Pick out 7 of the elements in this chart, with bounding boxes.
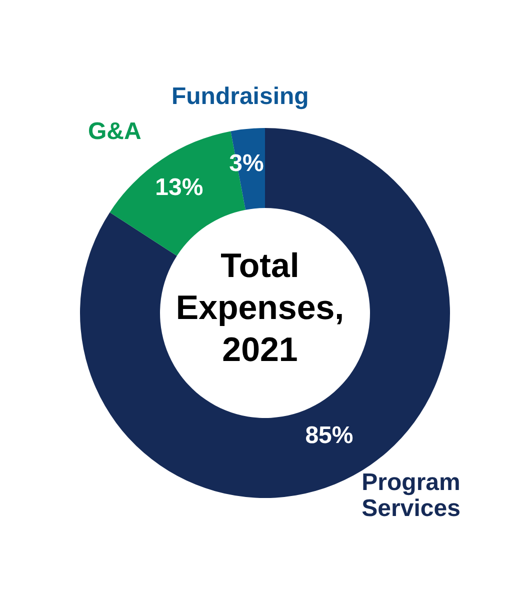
data-label: 3% <box>229 150 264 178</box>
slice-label: Fundraising <box>171 82 309 110</box>
text: Total Expenses, 2021 <box>176 247 344 369</box>
slice-label: Program Services <box>362 468 460 522</box>
data-label: 85% <box>305 422 354 449</box>
data-label: 13% <box>155 174 204 202</box>
slice-label: G&A <box>88 118 142 145</box>
